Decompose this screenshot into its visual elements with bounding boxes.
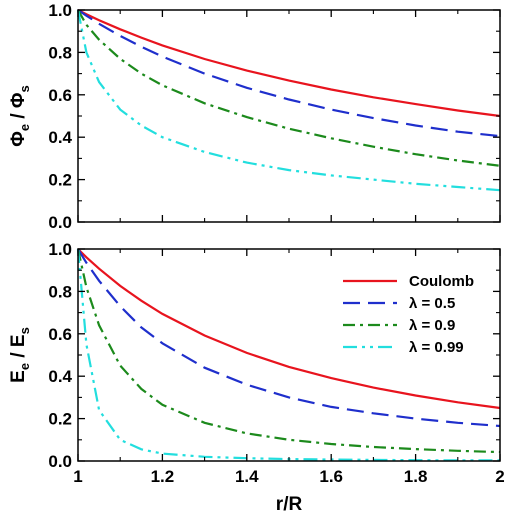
legend-label-lam05: λ = 0.5 bbox=[409, 295, 455, 312]
x-tick-label: 2 bbox=[495, 467, 504, 486]
top-series-lam05 bbox=[77, 9, 501, 138]
x-tick-label: 1.4 bbox=[235, 467, 259, 486]
top-y-tick-label: 0.2 bbox=[48, 171, 72, 190]
bottom-panel: 0.0 0.2 0.4 0.6 0.8 1.0 1 1.2 1.4 1.6 1.8 2 Ee / E… bbox=[8, 240, 505, 515]
top-series-lam09 bbox=[77, 9, 501, 167]
top-y-tick-label: 0.6 bbox=[48, 86, 72, 105]
bot-y-tick-label: 0.2 bbox=[48, 410, 72, 429]
top-y-tick-label: 1.0 bbox=[48, 1, 72, 20]
bottom-x-tick-labels: 1 1.2 1.4 1.6 1.8 2 bbox=[73, 467, 504, 486]
top-panel: 0.0 0.2 0.4 0.6 0.8 1.0 Φe / Φs bbox=[8, 1, 501, 232]
bot-series-lam05 bbox=[77, 248, 501, 428]
legend-label-lam099: λ = 0.99 bbox=[409, 339, 464, 356]
top-series-coulomb bbox=[77, 9, 501, 118]
bottom-series-group bbox=[76, 248, 501, 462]
bottom-y-tick-labels: 0.0 0.2 0.4 0.6 0.8 1.0 bbox=[48, 240, 72, 471]
top-y-tick-label: 0.4 bbox=[48, 128, 72, 147]
x-tick-label: 1.6 bbox=[319, 467, 343, 486]
x-tick-label: 1 bbox=[73, 467, 82, 486]
top-series-group bbox=[76, 9, 501, 192]
legend: Coulomb λ = 0.5 λ = 0.9 λ = 0.99 bbox=[343, 273, 474, 356]
top-y-tick-labels: 0.0 0.2 0.4 0.6 0.8 1.0 bbox=[48, 1, 72, 232]
bot-series-coulomb bbox=[77, 248, 501, 410]
bot-y-tick-label: 0.0 bbox=[48, 452, 72, 471]
bot-y-tick-label: 0.8 bbox=[48, 282, 72, 301]
bot-y-tick-label: 1.0 bbox=[48, 240, 72, 259]
bot-y-tick-label: 0.4 bbox=[48, 367, 72, 386]
x-axis-label: r/R bbox=[276, 494, 303, 515]
x-tick-label: 1.2 bbox=[151, 467, 175, 486]
legend-label-coulomb: Coulomb bbox=[409, 273, 474, 290]
bot-series-lam09 bbox=[76, 248, 501, 454]
top-series-lam099 bbox=[76, 9, 501, 192]
top-y-tick-label: 0.8 bbox=[48, 43, 72, 62]
x-tick-label: 1.8 bbox=[404, 467, 428, 486]
top-ticks bbox=[77, 9, 501, 223]
bottom-y-axis-label: Ee / Es bbox=[8, 327, 32, 383]
bot-y-tick-label: 0.6 bbox=[48, 325, 72, 344]
top-y-tick-label: 0.0 bbox=[48, 213, 72, 232]
top-plot-frame bbox=[77, 9, 501, 223]
legend-label-lam09: λ = 0.9 bbox=[409, 317, 455, 334]
top-y-axis-label: Φe / Φs bbox=[8, 85, 32, 147]
bottom-ticks bbox=[77, 248, 501, 462]
bot-series-lam099 bbox=[76, 248, 500, 462]
